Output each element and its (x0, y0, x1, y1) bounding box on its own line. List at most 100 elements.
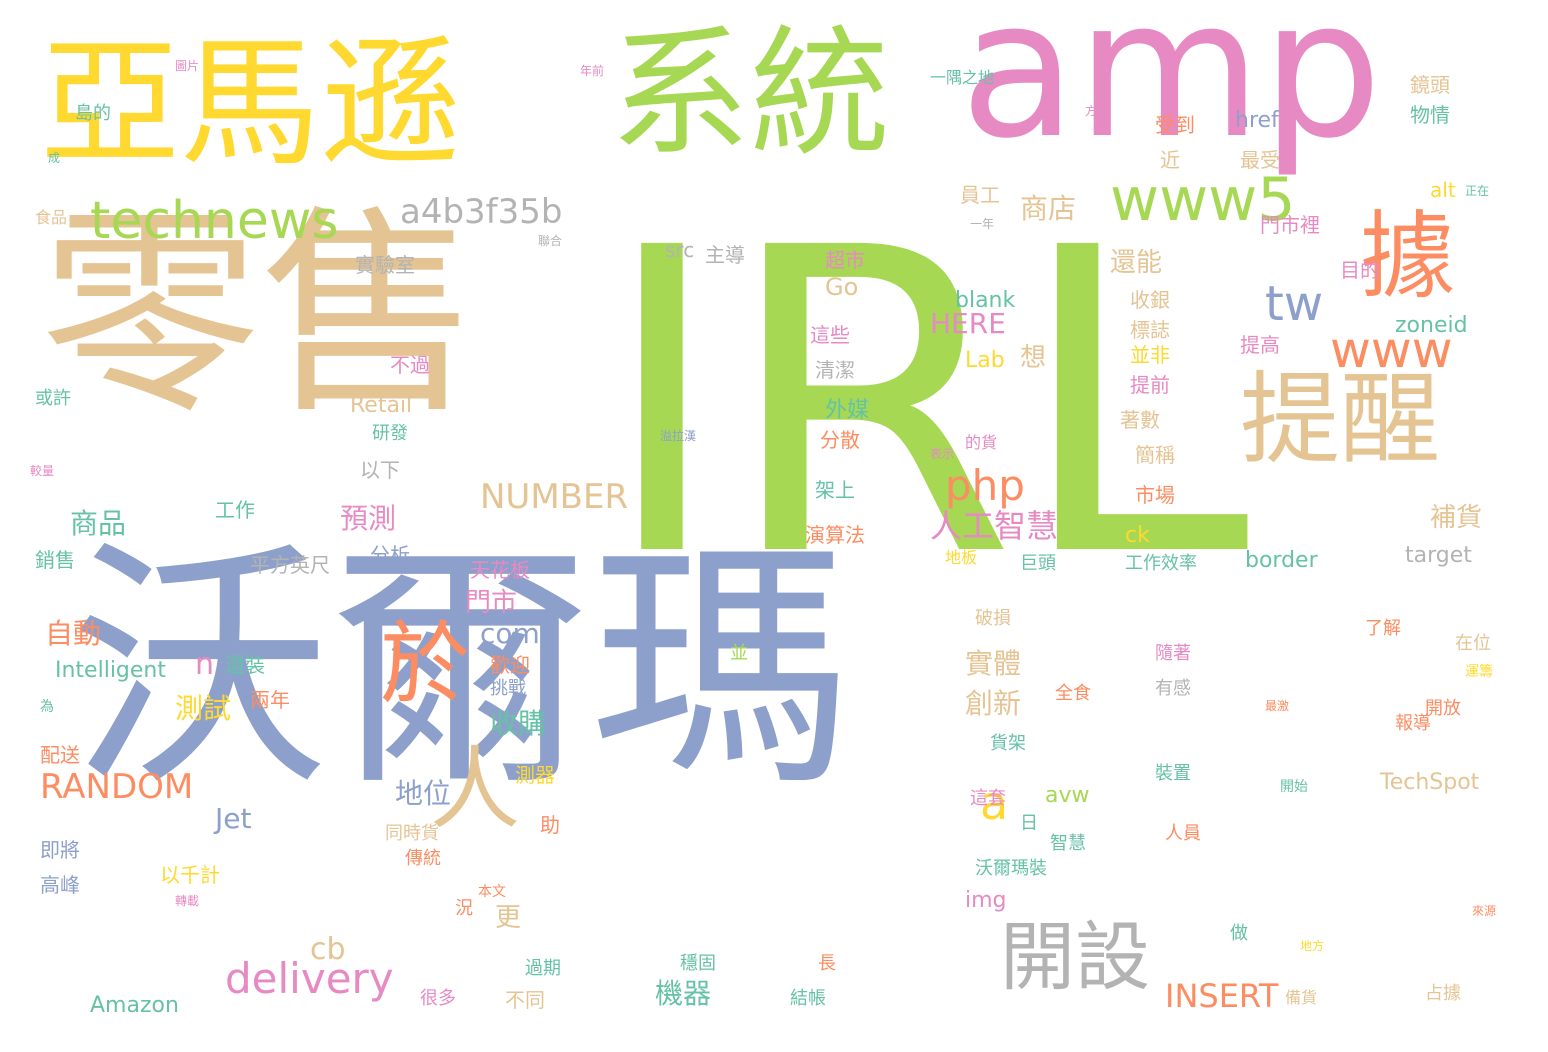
word-pojun: 破損 (975, 608, 1011, 629)
word-yansuanfa: 演算法 (805, 523, 865, 547)
word-lianhe: 聯合 (538, 234, 563, 248)
word-woerzhuang: 沃爾瑪裝 (975, 858, 1047, 879)
word-jijiang: 即將 (40, 838, 80, 862)
word-jingtou: 鏡頭 (1410, 73, 1450, 97)
word-ren: 人 (430, 737, 520, 842)
word-php: php (945, 461, 1025, 510)
word-blank: blank (955, 288, 1016, 313)
word-yunlian: 運籌 (1465, 664, 1493, 680)
word-kaishe: 開設 (1000, 913, 1151, 1001)
word-yama: 亞馬遜 (40, 23, 461, 186)
word-xiaoshou: 銷售 (35, 548, 75, 572)
word-henduo: 很多 (420, 988, 456, 1009)
word-techspot: TechSpot (1380, 770, 1480, 795)
word-retail: Retail (350, 393, 413, 418)
word-gongzuoxl: 工作效率 (1125, 553, 1197, 574)
word-yuce: 預測 (340, 502, 397, 535)
word-menshili: 門市裡 (1260, 213, 1320, 237)
word-liangnian: 兩年 (250, 688, 290, 712)
word-shichang: 市場 (1135, 483, 1175, 507)
word-avw: avw (1045, 783, 1090, 808)
word-chuantong: 傳統 (405, 848, 441, 869)
word-biaozhi: 標誌 (1130, 318, 1170, 342)
word-tianhuaban: 天花板 (470, 558, 530, 582)
word-ri: 日 (1020, 813, 1038, 834)
word-yiqianji: 以千計 (160, 863, 220, 887)
word-gaofeng: 高峰 (40, 873, 80, 897)
word-a4b: a4b3f35b (400, 192, 563, 232)
word-wuqing: 物情 (1410, 103, 1450, 127)
word-fensan: 分散 (820, 428, 860, 452)
word-zaiwei: 在位 (1455, 633, 1491, 654)
word-zhanju: 占據 (1425, 983, 1461, 1004)
word-wal: 沃爾瑪 (70, 519, 850, 821)
word-shangpin: 商品 (70, 507, 127, 540)
word-amp: amp (960, 0, 1383, 180)
word-zhexie: 這些 (810, 323, 850, 347)
word-yougan: 有感 (1155, 678, 1191, 699)
word-shangdian: 商店 (1020, 192, 1077, 225)
word-go: Go (825, 273, 859, 301)
word-ju: 據 (1360, 202, 1456, 312)
word-rengong: 人工智慧 (930, 507, 1059, 545)
word-yixia: 以下 (360, 458, 400, 482)
word-jiqi: 機器 (655, 977, 712, 1010)
word-yinian: 一年 (970, 217, 995, 231)
word-target: target (1405, 543, 1472, 568)
word-tw: tw (1265, 276, 1324, 332)
word-cb: cb (310, 932, 346, 967)
word-ceshi: 測試 (175, 692, 232, 725)
word-ck: ck (1125, 523, 1150, 548)
word-chaoshi: 超市 (825, 248, 865, 272)
word-tixing: 提醒 (1240, 361, 1440, 478)
word-huanying: 歡迎 (490, 653, 530, 677)
word-buguo: 不過 (390, 353, 430, 377)
word-shouju: 收銀 (1130, 288, 1170, 312)
word-suizhe: 隨著 (1155, 643, 1191, 664)
word-src: src (665, 238, 695, 262)
word-waimei: 外媒 (825, 398, 870, 423)
word-tigao: 提高 (1240, 333, 1280, 357)
word-difang: 地方 (1300, 939, 1325, 953)
word-yiyu: 一隅之地 (930, 68, 995, 87)
word-beihuo: 備貨 (1285, 988, 1318, 1007)
word-intelligent: Intelligent (55, 658, 166, 683)
word-shiyanshi: 實驗室 (355, 253, 415, 277)
word-zhu: 助 (540, 813, 560, 837)
word-quanshi: 全食 (1055, 683, 1091, 704)
word-jin: 近 (1160, 148, 1180, 172)
word-zhudao: 主導 (705, 243, 745, 267)
word-kuang: 況 (455, 898, 473, 919)
word-yanfa: 研發 (372, 423, 408, 444)
word-kaishi: 開始 (1280, 779, 1308, 795)
word-ceqi: 測器 (515, 763, 555, 787)
word-diwei: 地位 (395, 777, 452, 810)
word-peisong: 配送 (40, 743, 80, 767)
word-renyuan: 人員 (1165, 823, 1201, 844)
word-href: href (1235, 108, 1279, 133)
word-tiqian: 提前 (1130, 373, 1170, 397)
word-xiehan: 溢拉漢 (660, 429, 697, 443)
word-baodao: 報導 (1395, 713, 1431, 734)
word-jiashang: 架上 (815, 478, 855, 502)
word-biaoshi: 表示 (930, 447, 955, 461)
word-zidong: 自動 (45, 617, 102, 650)
word-tongshi: 同時貨 (385, 823, 439, 844)
word-zuiji: 最激 (1265, 699, 1290, 713)
word-butong: 不同 (505, 988, 545, 1012)
word-huojia: 貨架 (990, 733, 1026, 754)
word-laoyuan: 來源 (1472, 904, 1497, 918)
word-fangshi: 方式 (1085, 104, 1110, 118)
word-www: www (1330, 321, 1453, 379)
word-zhuanzai: 轉載 (175, 894, 200, 908)
word-amazon: Amazon (90, 993, 179, 1018)
word-n: n (195, 647, 215, 682)
word-zuishou: 最受 (1240, 148, 1280, 172)
word-qingjie: 清潔 (815, 358, 855, 382)
word-tupian: 圖片 (175, 59, 200, 73)
word-irl: IRL (600, 160, 1250, 649)
word-geng: 更 (495, 903, 522, 933)
word-kaifang: 開放 (1425, 698, 1461, 719)
word-mudi: 目的 (1340, 258, 1380, 282)
